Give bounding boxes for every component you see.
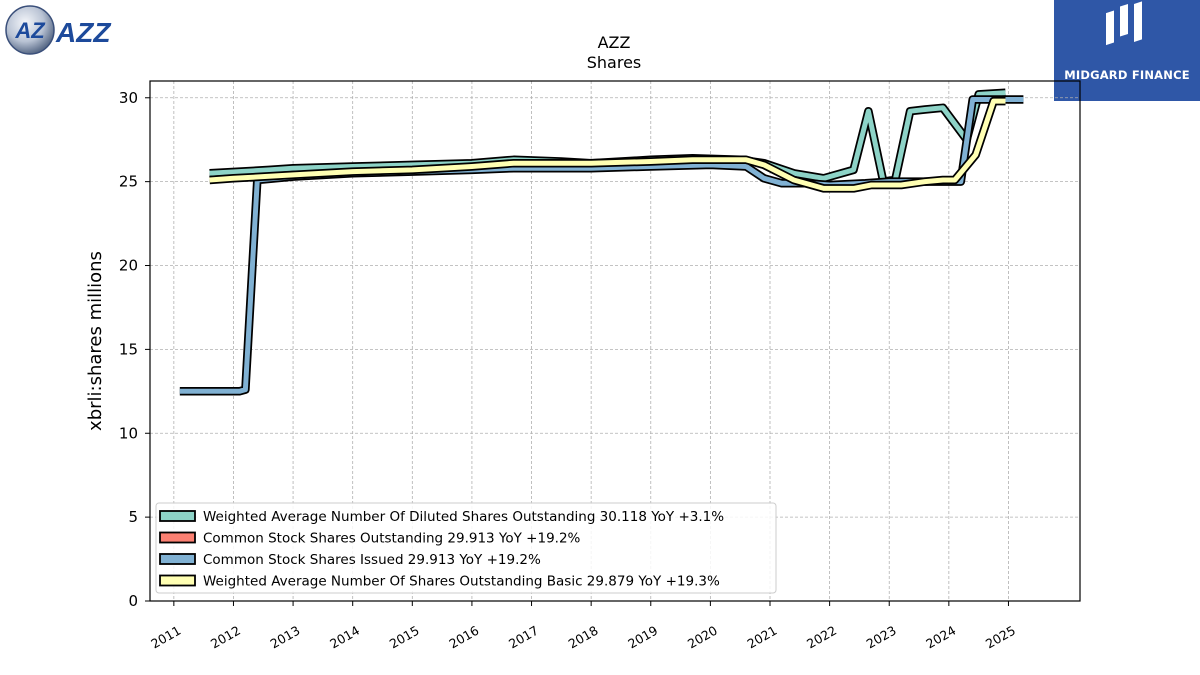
legend: Weighted Average Number Of Diluted Share… (155, 502, 777, 594)
legend-box (155, 502, 777, 594)
chart-subtitle: Shares (587, 53, 642, 72)
legend-label-3: Weighted Average Number Of Shares Outsta… (203, 574, 720, 590)
legend-swatch-1 (159, 531, 196, 544)
x-tick-label: 2020 (685, 623, 720, 652)
x-tick-label: 2014 (327, 623, 362, 652)
y-tick-label: 5 (128, 508, 138, 526)
series-line-2 (179, 97, 1024, 394)
y-tick-label: 20 (119, 257, 138, 275)
x-tick-label: 2023 (864, 623, 899, 652)
legend-label-1: Common Stock Shares Outstanding 29.913 Y… (203, 531, 581, 547)
svg-text:AZ: AZ (14, 18, 46, 43)
y-axis-label: xbrli:shares millions (85, 251, 106, 431)
legend-label-2: Common Stock Shares Issued 29.913 YoY +1… (203, 552, 541, 568)
y-tick-label: 15 (119, 340, 138, 358)
x-tick-label: 2017 (506, 623, 541, 652)
x-tick-label: 2024 (923, 623, 958, 652)
x-tick-label: 2022 (804, 623, 839, 652)
x-axis: 2011 2012 2013 2014 2015 2016 2017 2018 2019 2020… (148, 601, 1018, 652)
y-axis: 0 5 10 15 20 25 30 (119, 89, 150, 610)
azz-logo: AZ AZZ (4, 4, 134, 56)
plot-frame (149, 80, 1081, 602)
chart-title: AZZ (598, 33, 631, 52)
azz-logo-text: AZZ (55, 17, 111, 48)
x-tick-label: 2021 (744, 623, 779, 652)
x-tick-label: 2016 (446, 623, 481, 652)
y-tick-label: 0 (128, 592, 138, 610)
y-tick-label: 25 (119, 173, 138, 191)
midgard-finance-text: MIDGARD FINANCE (1064, 68, 1190, 82)
series-outline-2 (179, 95, 1024, 396)
series-line-3 (209, 98, 1006, 191)
legend-swatch-2 (159, 553, 196, 565)
x-tick-label: 2012 (208, 623, 243, 652)
legend-swatch-0 (159, 510, 196, 522)
x-tick-label: 2011 (148, 623, 183, 652)
y-tick-label: 10 (119, 424, 138, 442)
series-layer (179, 88, 1024, 396)
midgard-finance-logo: MIDGARD FINANCE (1054, 0, 1200, 101)
x-tick-label: 2025 (983, 623, 1018, 652)
y-tick-label: 30 (119, 89, 138, 107)
legend-label-0: Weighted Average Number Of Diluted Share… (203, 509, 724, 525)
x-tick-label: 2013 (268, 623, 303, 652)
x-tick-label: 2018 (566, 623, 601, 652)
x-tick-label: 2019 (625, 623, 660, 652)
legend-swatch-3 (159, 574, 196, 587)
x-tick-label: 2015 (387, 623, 422, 652)
